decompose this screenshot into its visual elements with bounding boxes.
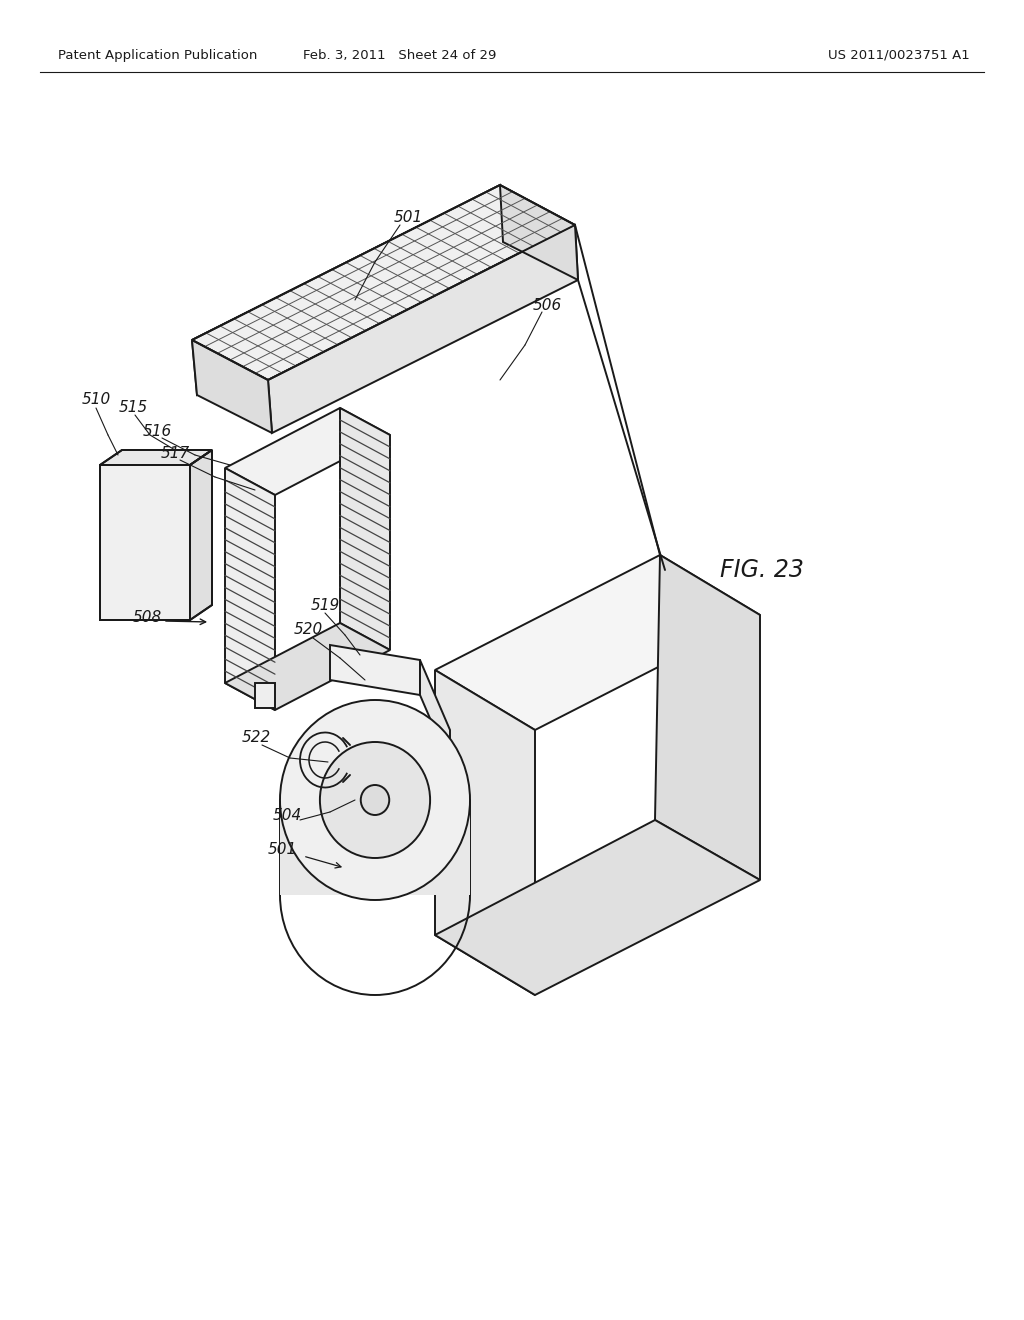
Polygon shape (435, 671, 535, 995)
Text: Feb. 3, 2011   Sheet 24 of 29: Feb. 3, 2011 Sheet 24 of 29 (303, 49, 497, 62)
Ellipse shape (280, 700, 470, 900)
Polygon shape (100, 450, 212, 465)
Text: 510: 510 (81, 392, 111, 408)
Polygon shape (420, 660, 450, 766)
Polygon shape (100, 465, 190, 620)
Polygon shape (340, 408, 390, 649)
Polygon shape (193, 185, 575, 380)
Ellipse shape (360, 785, 389, 814)
Ellipse shape (319, 742, 430, 858)
Polygon shape (193, 185, 503, 395)
Polygon shape (225, 623, 390, 710)
Text: 520: 520 (293, 623, 323, 638)
Polygon shape (435, 554, 760, 730)
Text: 501: 501 (267, 842, 297, 858)
Polygon shape (500, 185, 578, 280)
Text: 519: 519 (310, 598, 340, 612)
Text: US 2011/0023751 A1: US 2011/0023751 A1 (828, 49, 970, 62)
Text: 508: 508 (132, 610, 162, 626)
Text: 517: 517 (161, 446, 189, 462)
Text: Patent Application Publication: Patent Application Publication (58, 49, 257, 62)
Text: 501: 501 (393, 210, 423, 226)
Polygon shape (280, 800, 470, 895)
Polygon shape (193, 341, 272, 433)
Polygon shape (225, 469, 275, 710)
Text: 515: 515 (119, 400, 147, 416)
Polygon shape (435, 820, 760, 995)
Text: 504: 504 (272, 808, 302, 824)
Text: 522: 522 (242, 730, 270, 746)
Text: FIG. 23: FIG. 23 (720, 558, 804, 582)
Text: 506: 506 (532, 297, 561, 313)
Polygon shape (225, 408, 390, 495)
Polygon shape (655, 554, 760, 880)
Polygon shape (255, 682, 275, 708)
Polygon shape (190, 450, 212, 620)
Text: 516: 516 (142, 425, 172, 440)
Polygon shape (268, 224, 578, 433)
Polygon shape (330, 645, 420, 696)
